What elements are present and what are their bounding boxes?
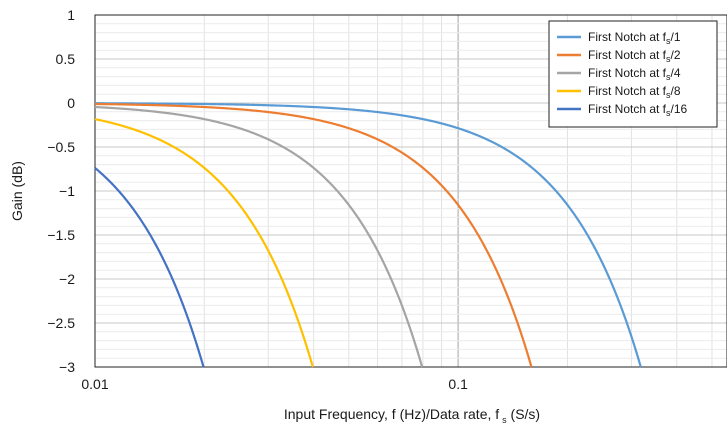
legend-label: First Notch at fs/1 [588, 30, 681, 46]
series-line-4 [94, 118, 314, 368]
y-tick-label: −3 [59, 359, 75, 375]
legend-label: First Notch at fs/8 [588, 84, 681, 100]
series-line-1 [95, 102, 642, 368]
y-tick-label: 0.5 [56, 51, 76, 67]
x-tick-labels: 0.01 0.1 [81, 376, 468, 392]
x-tick-label: 0.01 [81, 376, 108, 392]
y-tick-label: −1.5 [47, 227, 75, 243]
legend: First Notch at fs/1 First Notch at fs/2 Fi… [548, 20, 718, 128]
y-tick-label: 1 [67, 7, 75, 23]
y-tick-label: −2 [59, 271, 75, 287]
y-tick-label: −0.5 [47, 139, 75, 155]
legend-label: First Notch at fs/4 [588, 66, 681, 82]
series-line-2 [94, 102, 533, 368]
y-tick-labels: 1 0.5 0 −0.5 −1 −1.5 −2 −2.5 −3 [47, 7, 75, 375]
x-tick-label: 0.1 [448, 376, 468, 392]
x-axis-title-tail: (S/s) [507, 406, 540, 422]
x-axis-title-sub: s [502, 415, 507, 425]
series-line-5 [94, 167, 205, 368]
plot-area-border [94, 14, 727, 368]
y-tick-label: −2.5 [47, 315, 75, 331]
series-lines [94, 102, 642, 368]
x-axis-title-main: Input Frequency, f (Hz)/Data rate, f [284, 406, 499, 422]
y-tick-label: 0 [67, 95, 75, 111]
y-axis-title: Gain (dB) [9, 161, 25, 221]
legend-label: First Notch at fs/2 [588, 48, 681, 64]
series-line-3 [94, 105, 424, 368]
y-tick-label: −1 [59, 183, 75, 199]
legend-label: First Notch at fs/16 [588, 102, 688, 118]
